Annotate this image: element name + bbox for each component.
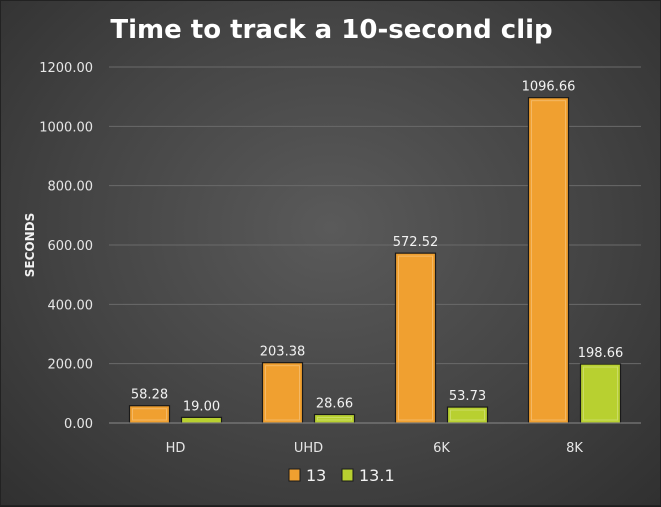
y-tick-label: 600.00 bbox=[48, 239, 94, 254]
chart-title: Time to track a 10-second clip bbox=[110, 15, 553, 45]
data-label: 203.38 bbox=[260, 345, 306, 360]
bar-highlight bbox=[398, 255, 433, 421]
legend-label-13-1: 13.1 bbox=[359, 466, 395, 485]
y-tick-label: 400.00 bbox=[48, 298, 94, 313]
bar-highlight bbox=[531, 100, 566, 421]
bar-highlight bbox=[265, 365, 300, 421]
y-tick-label: 1000.00 bbox=[39, 120, 93, 135]
bar-highlight bbox=[132, 408, 167, 421]
legend-label-13: 13 bbox=[306, 466, 326, 485]
x-tick-label: HD bbox=[166, 441, 186, 456]
data-label: 19.00 bbox=[183, 399, 220, 414]
bar-highlight bbox=[317, 416, 352, 421]
bar-13-6k bbox=[394, 252, 437, 424]
x-tick-label: 6K bbox=[433, 441, 450, 456]
bar-highlight bbox=[583, 366, 618, 421]
y-tick-label: 1200.00 bbox=[39, 61, 93, 76]
bar-13-1-hd bbox=[180, 416, 223, 424]
y-axis-title: SECONDS bbox=[23, 213, 37, 278]
bar-highlight bbox=[450, 409, 485, 421]
data-label: 58.28 bbox=[131, 388, 168, 403]
y-tick-label: 0.00 bbox=[64, 417, 93, 432]
x-tick-label: 8K bbox=[566, 441, 583, 456]
y-tick-label: 800.00 bbox=[48, 180, 94, 195]
data-label: 198.66 bbox=[578, 346, 624, 361]
bar-13-1-6k bbox=[446, 406, 489, 424]
legend-swatch-13-1 bbox=[341, 468, 354, 482]
bar-13-1-uhd bbox=[313, 413, 356, 424]
data-label: 572.52 bbox=[393, 235, 439, 250]
x-tick-label: UHD bbox=[294, 441, 323, 456]
data-label: 53.73 bbox=[449, 389, 486, 404]
legend-swatch-13 bbox=[288, 468, 301, 482]
bar-13-uhd bbox=[261, 362, 304, 424]
bar-13-8k bbox=[527, 97, 570, 424]
data-label: 28.66 bbox=[316, 396, 353, 411]
y-tick-label: 200.00 bbox=[48, 358, 94, 373]
data-label: 1096.66 bbox=[522, 80, 576, 95]
bar-13-1-8k bbox=[579, 363, 622, 424]
